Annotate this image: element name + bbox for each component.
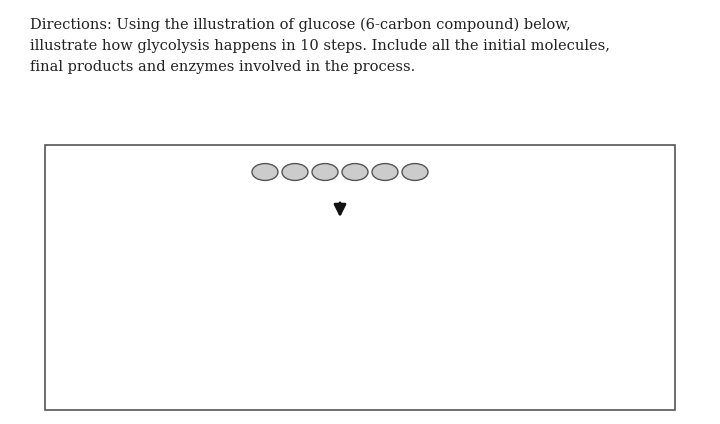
Bar [45, 145, 675, 410]
Ellipse shape [312, 164, 338, 181]
Ellipse shape [402, 164, 428, 181]
Ellipse shape [342, 164, 368, 181]
Ellipse shape [252, 164, 278, 181]
Ellipse shape [282, 164, 308, 181]
Text: Directions: Using the illustration of glucose (6-carbon compound) below,
illustr: Directions: Using the illustration of gl… [30, 18, 610, 74]
Ellipse shape [372, 164, 398, 181]
